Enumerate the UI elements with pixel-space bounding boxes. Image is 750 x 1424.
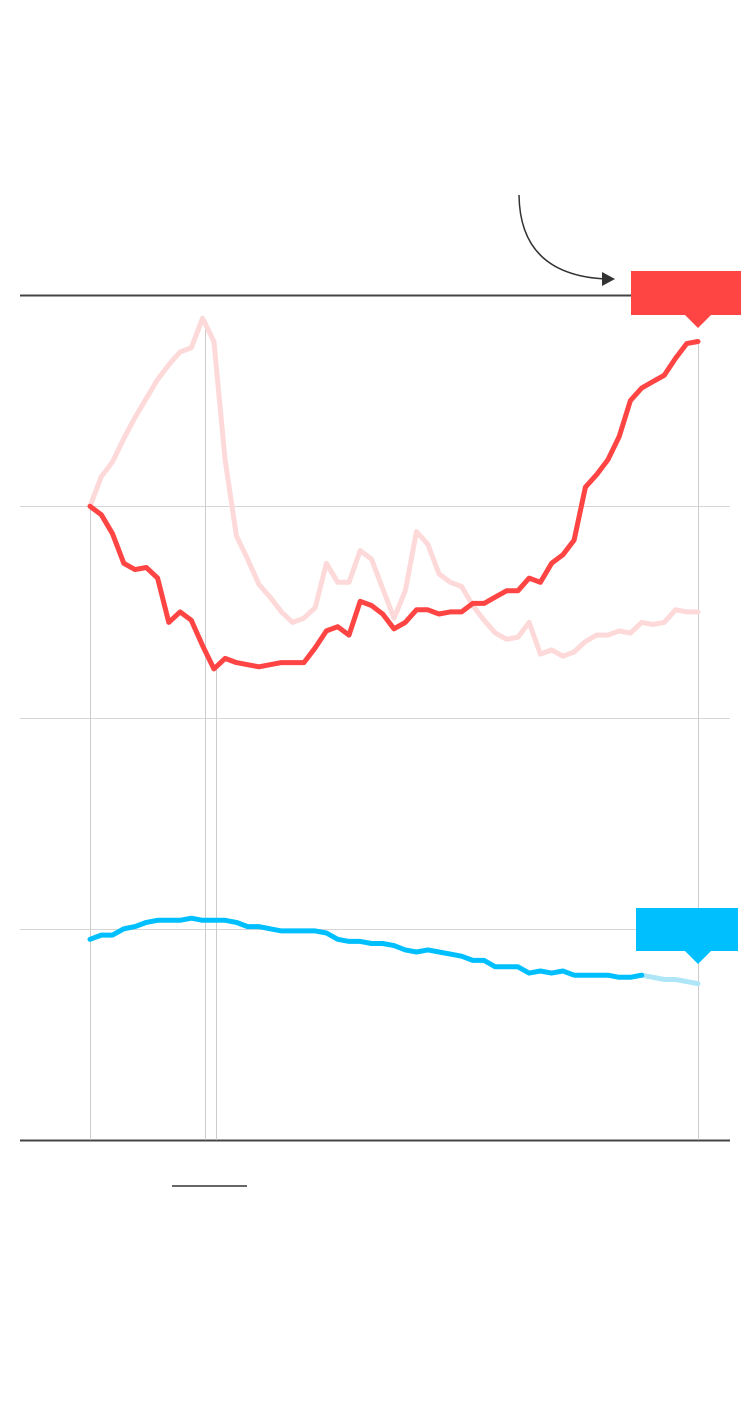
series-line — [87, 339, 701, 672]
red-label-box — [631, 271, 741, 328]
grid — [20, 294, 730, 1142]
series-line — [639, 972, 701, 987]
vertical-guides — [90, 320, 699, 1140]
annotation-arrow — [518, 194, 607, 280]
lines — [87, 315, 701, 987]
series-line — [87, 915, 645, 980]
arrow-head — [602, 272, 615, 286]
blue-label-box — [636, 908, 738, 964]
series-line — [87, 315, 701, 659]
